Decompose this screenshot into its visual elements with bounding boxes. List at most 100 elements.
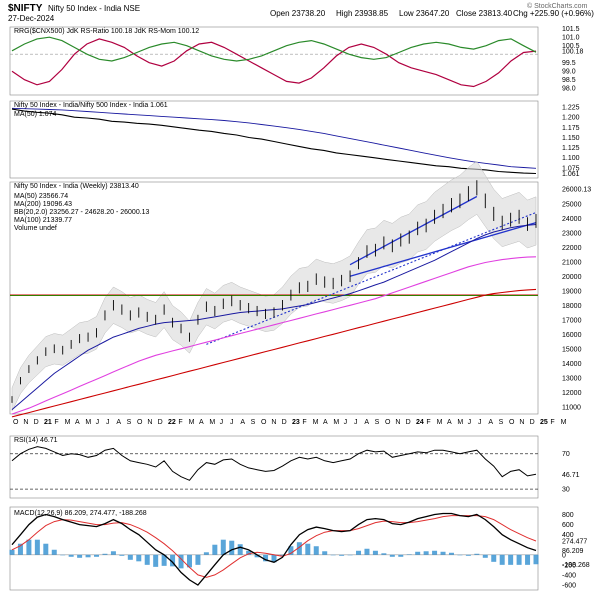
macd-histogram-bar bbox=[364, 548, 370, 555]
x-axis-label: F bbox=[550, 419, 554, 426]
macd-histogram-bar bbox=[296, 542, 302, 555]
macd-histogram-bar bbox=[457, 554, 463, 556]
price-tick-label: 23000 bbox=[562, 230, 582, 237]
symbol-title: $NIFTY bbox=[8, 3, 43, 14]
macd-histogram-bar bbox=[305, 543, 311, 555]
macd-histogram-bar bbox=[178, 554, 184, 569]
x-axis-label: N bbox=[23, 419, 28, 426]
x-axis-label: J bbox=[106, 419, 110, 426]
macd-histogram-bar bbox=[423, 551, 429, 555]
macd-histogram-bar bbox=[17, 543, 23, 555]
channel-lower bbox=[206, 211, 537, 345]
price-tick-label: 15000 bbox=[562, 346, 582, 353]
x-axis-label: M bbox=[85, 419, 91, 426]
rrg-tick-label: 100.5 bbox=[562, 43, 580, 50]
price-tick-label: 21000 bbox=[562, 259, 582, 266]
x-axis-label: M bbox=[333, 419, 339, 426]
rrg-tick-label: 101.0 bbox=[562, 35, 580, 42]
x-axis-label: J bbox=[478, 419, 482, 426]
macd-histogram-bar bbox=[102, 553, 108, 555]
macd-legend: MACD(12,26,9) 86.209, 274.477, -188.268 bbox=[14, 510, 147, 517]
macd-histogram-bar bbox=[136, 554, 142, 562]
x-axis-label: O bbox=[509, 419, 515, 426]
price-tick-label: 20000 bbox=[562, 274, 582, 281]
low-value: Low 23647.20 bbox=[399, 9, 450, 18]
rrg-tick-label: 98.0 bbox=[562, 86, 576, 93]
macd-histogram-bar bbox=[271, 554, 277, 563]
macd-histogram-bar bbox=[85, 554, 91, 558]
x-axis-label: O bbox=[261, 419, 267, 426]
macd-tick-label: -200 bbox=[562, 562, 576, 569]
macd-histogram-bar bbox=[330, 554, 336, 556]
price-tick-label: 19000 bbox=[562, 288, 582, 295]
macd-histogram-bar bbox=[110, 551, 116, 555]
macd-histogram-bar bbox=[313, 546, 319, 555]
rsi-line bbox=[11, 446, 537, 481]
macd-histogram-bar bbox=[415, 551, 421, 555]
relative-tick-label: 1.225 bbox=[562, 105, 580, 112]
panel-frame-rsi bbox=[9, 435, 539, 499]
macd-histogram-bar bbox=[195, 554, 201, 565]
x-axis-label: S bbox=[375, 419, 380, 426]
x-axis-label: A bbox=[488, 419, 493, 426]
x-axis-label: D bbox=[158, 419, 163, 426]
x-axis-label: J bbox=[96, 419, 100, 426]
channel-upper bbox=[349, 195, 478, 266]
ma200-legend: MA(200) 19096.43 bbox=[14, 201, 72, 208]
rrg-tick-label: 98.5 bbox=[562, 77, 576, 84]
macd-histogram-bar bbox=[347, 554, 353, 556]
relative-tick-label: 1.150 bbox=[562, 135, 580, 142]
macd-tick-label: 274.477 bbox=[562, 538, 587, 545]
rrg-tick-label: 101.5 bbox=[562, 26, 580, 33]
macd-histogram-bar bbox=[186, 554, 192, 568]
ma100-line bbox=[11, 256, 537, 415]
rsi-tick-label: 30 bbox=[562, 487, 570, 494]
macd-histogram-bar bbox=[254, 554, 260, 558]
x-axis-label: D bbox=[34, 419, 39, 426]
macd-histogram-bar bbox=[246, 550, 252, 555]
x-axis-label: N bbox=[395, 419, 400, 426]
price-tick-label: 14000 bbox=[562, 361, 582, 368]
x-axis-label: J bbox=[354, 419, 358, 426]
price-tick-label: 16000 bbox=[562, 332, 582, 339]
x-axis-label: J bbox=[220, 419, 224, 426]
macd-histogram-bar bbox=[440, 551, 446, 555]
x-axis-label: N bbox=[147, 419, 152, 426]
x-axis-label: M bbox=[209, 419, 215, 426]
price-tick-label: 12000 bbox=[562, 390, 582, 397]
macd-tick-label: 0 bbox=[562, 552, 566, 559]
macd-histogram-bar bbox=[372, 550, 378, 555]
relative-tick-label: 1.175 bbox=[562, 125, 580, 132]
relative-tick-label: 1.200 bbox=[562, 115, 580, 122]
macd-line bbox=[11, 512, 537, 586]
x-axis-label: N bbox=[271, 419, 276, 426]
macd-histogram-bar bbox=[279, 554, 285, 556]
macd-histogram-bar bbox=[389, 554, 395, 557]
x-axis-label: S bbox=[127, 419, 132, 426]
rrg-tick-label: 99.5 bbox=[562, 60, 576, 67]
macd-histogram-bar bbox=[263, 554, 269, 562]
macd-histogram-bar bbox=[9, 549, 15, 555]
x-axis-label: A bbox=[323, 419, 328, 426]
x-axis-label: O bbox=[13, 419, 19, 426]
chart-date: 27-Dec-2024 bbox=[8, 14, 55, 23]
panel-frame-relative bbox=[9, 100, 539, 179]
price-tick-label: 26000.13 bbox=[562, 187, 591, 194]
relative-tick-label: 1.075 bbox=[562, 165, 580, 172]
macd-histogram-bar bbox=[322, 551, 328, 555]
macd-histogram-bar bbox=[127, 554, 133, 560]
ma100-legend: MA(100) 21339.77 bbox=[14, 217, 72, 224]
x-axis-label: M bbox=[457, 419, 463, 426]
watermark: © StockCharts.com bbox=[527, 2, 588, 10]
macd-histogram-bar bbox=[170, 554, 176, 567]
close-value: Close 23813.40 bbox=[456, 9, 513, 18]
x-axis-label: S bbox=[499, 419, 504, 426]
macd-histogram-bar bbox=[77, 554, 83, 558]
relative-ratio-line bbox=[11, 108, 537, 175]
macd-histogram-bar bbox=[229, 540, 235, 555]
x-axis-label: F bbox=[426, 419, 430, 426]
macd-histogram-bar bbox=[43, 543, 49, 555]
x-axis-label: A bbox=[199, 419, 204, 426]
macd-histogram-bar bbox=[26, 539, 32, 555]
